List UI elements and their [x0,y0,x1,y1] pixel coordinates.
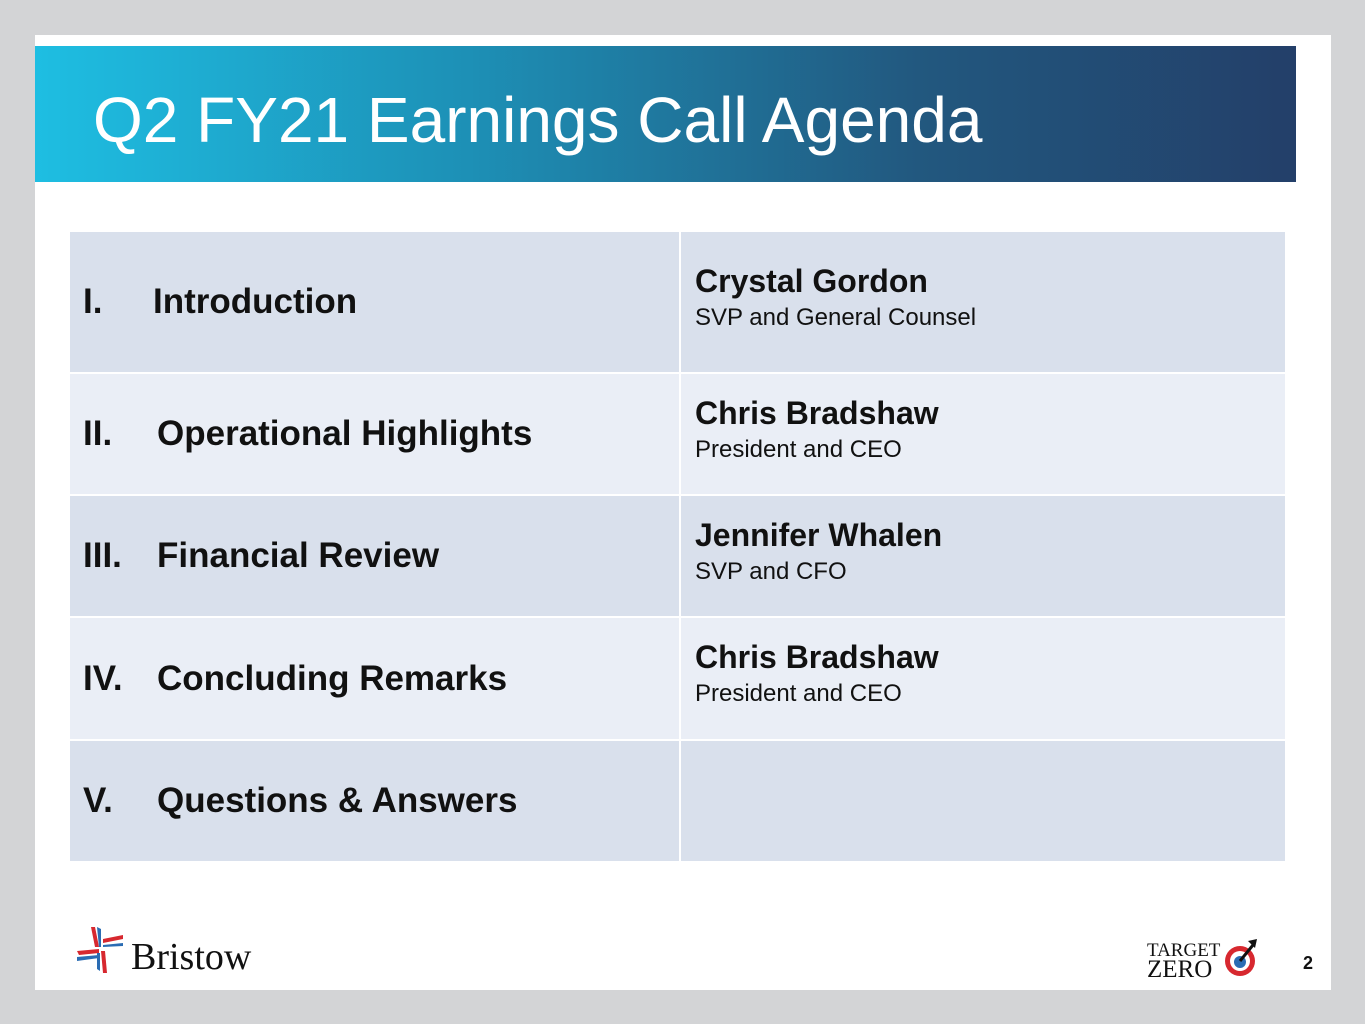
speaker-role: SVP and CFO [695,557,847,585]
slide-title: Q2 FY21 Earnings Call Agenda [93,84,983,156]
agenda-row: V. Questions & Answers [70,741,1285,861]
svg-text:TARGET: TARGET [1147,940,1221,961]
agenda-topic: Concluding Remarks [157,658,508,698]
speaker-name: Crystal Gordon [695,262,928,299]
speaker-role: President and CEO [695,680,902,707]
speaker-role: SVP and General Counsel [695,303,977,331]
speaker-role: President and CEO [695,435,902,463]
agenda-topic: Questions & Answers [157,781,518,820]
speaker-name: Chris Bradshaw [695,394,939,431]
speaker-name: Jennifer Whalen [695,516,943,553]
svg-text:Bristow: Bristow [131,936,252,977]
agenda-row: I. Introduction Crystal Gordon SVP and Gen… [70,232,1285,374]
agenda-row: III. Financial Review Jennifer Whalen SVP … [70,496,1285,618]
speaker-name: Chris Bradshaw [695,639,939,675]
agenda-number: III. [83,536,122,575]
title-banner: Q2 FY21 Earnings Call Agenda [35,46,1296,182]
agenda-row: II. Operational Highlights Chris Bradshaw… [70,374,1285,496]
agenda-row: IV. Concluding Remarks Chris Bradshaw Pres… [70,618,1285,741]
svg-text:ZERO: ZERO [1147,956,1212,980]
agenda-topic: Operational Highlights [157,414,533,453]
agenda-number: V. [83,781,113,820]
page-number: 2 [1303,953,1314,973]
agenda-topic: Financial Review [157,536,440,575]
agenda-topic: Introduction [153,282,358,321]
agenda-number: IV. [83,658,123,698]
target-zero-logo: TARGET ZERO [1145,935,1260,985]
slide: Q2 FY21 Earnings Call Agenda I. Introduct… [35,35,1331,990]
agenda-number: I. [83,282,103,321]
agenda-number: II. [83,414,113,453]
bristow-pinwheel-icon [77,927,123,973]
agenda-table: I. Introduction Crystal Gordon SVP and Gen… [70,232,1285,861]
bristow-logo: Bristow [77,925,257,982]
